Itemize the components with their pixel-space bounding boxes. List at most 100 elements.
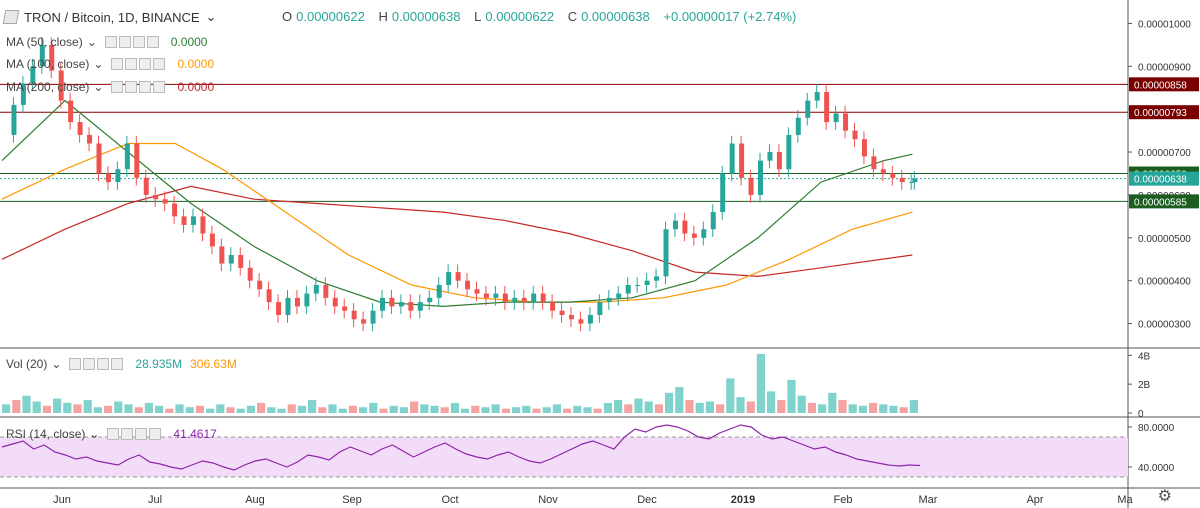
volume-bar [328,404,337,413]
volume-bar [522,405,531,413]
symbol-header[interactable]: TRON / Bitcoin, 1D, BINANCE ⌄ [2,9,217,25]
ma200-legend[interactable]: MA (200, close) ⌄ 0.0000 [6,80,214,94]
settings-icon[interactable] [125,58,138,70]
indicator-buttons[interactable] [111,81,166,93]
chevron-down-icon[interactable]: ⌄ [51,357,62,371]
candle-body [814,92,820,101]
rsi-value: 41.4617 [173,427,217,441]
candle-body [786,134,792,170]
close-icon[interactable] [153,81,166,93]
low-label: L [474,9,482,24]
settings-icon[interactable] [118,36,131,48]
indicator-buttons[interactable] [111,58,166,70]
more-icon[interactable] [132,36,145,48]
volume-bar [348,405,357,413]
candle-body [606,297,612,303]
volume-bar [563,408,572,413]
volume-bar [226,407,235,413]
candle-body [332,297,338,307]
x-tick-label: Dec [637,494,657,506]
eye-icon[interactable] [111,81,124,93]
level-price-tag [1129,105,1199,120]
candle-body [833,113,839,123]
chevron-down-icon[interactable]: ⌄ [89,427,100,441]
volume-bar [909,400,918,413]
candle-body [238,254,244,268]
volume-bar [379,408,388,413]
ma100-value: 0.0000 [177,57,215,71]
close-icon[interactable] [153,58,166,70]
indicator-buttons[interactable] [104,36,159,48]
volume-bar [83,400,92,413]
volume-bar [542,407,551,413]
eye-icon[interactable] [104,36,117,48]
chevron-down-icon[interactable]: ⌄ [205,9,217,24]
candle-body [323,284,329,298]
chevron-down-icon[interactable]: ⌄ [93,80,104,94]
volume-bar [338,408,347,413]
close-icon[interactable] [146,36,159,48]
volume-bar [114,401,123,413]
eye-icon[interactable] [107,428,120,440]
candle-body [899,177,905,183]
volume-tick-label: 0 [1138,409,1144,420]
candle-body [30,66,36,84]
rsi-label[interactable]: RSI (14, close) [6,427,86,441]
candle-body [691,233,697,238]
candle-body [304,293,310,307]
ma200-label[interactable]: MA (200, close) [6,80,90,94]
candle-body [39,44,45,67]
volume-bar [440,407,449,413]
volume-ma-value: 306.63M [190,357,237,371]
volume-bar [889,405,898,413]
high-label: H [378,9,388,24]
ma50-legend[interactable]: MA (50, close) ⌄ 0.0000 [6,35,207,49]
symbol-icon [2,10,20,24]
candle-body [389,297,395,307]
volume-bar [552,404,561,413]
chevron-down-icon[interactable]: ⌄ [86,35,97,49]
settings-icon[interactable] [83,358,96,370]
candle-body [181,216,187,225]
more-icon[interactable] [139,81,152,93]
ma50-label[interactable]: MA (50, close) [6,35,83,49]
y-tick-label: 0.00000900 [1138,62,1191,73]
candle-body [890,173,896,178]
indicator-buttons[interactable] [107,428,162,440]
volume-bar [818,404,827,413]
candle-body [172,203,178,217]
close-label: C [567,9,578,24]
chevron-down-icon[interactable]: ⌄ [93,57,104,71]
volume-bar [246,405,255,413]
more-icon[interactable] [97,358,110,370]
volume-label[interactable]: Vol (20) [6,357,48,371]
gear-icon[interactable]: ⚙ [1157,488,1172,505]
settings-icon[interactable] [121,428,134,440]
candle-body [427,297,433,303]
more-icon[interactable] [139,58,152,70]
settings-icon[interactable] [125,81,138,93]
candle-body [852,130,858,140]
candle-body [115,169,121,183]
close-icon[interactable] [111,358,124,370]
volume-bar [654,404,663,413]
ma100-label[interactable]: MA (100, close) [6,57,90,71]
volume-bar [746,401,755,413]
rsi-legend[interactable]: RSI (14, close) ⌄ 41.4617 [6,427,217,441]
volume-bar [430,405,439,413]
open-label: O [282,9,293,24]
volume-bar [420,404,429,413]
close-icon[interactable] [149,428,162,440]
symbol-title[interactable]: TRON / Bitcoin, 1D, BINANCE [24,9,200,25]
volume-legend[interactable]: Vol (20) ⌄ 28.935M 306.63M [6,357,237,371]
eye-icon[interactable] [111,58,124,70]
volume-bar [124,404,133,413]
eye-icon[interactable] [69,358,82,370]
volume-bar [461,408,470,413]
indicator-buttons[interactable] [69,358,124,370]
ma100-legend[interactable]: MA (100, close) ⌄ 0.0000 [6,57,214,71]
more-icon[interactable] [135,428,148,440]
volume-bar [195,405,204,413]
volume-bar [410,401,419,413]
